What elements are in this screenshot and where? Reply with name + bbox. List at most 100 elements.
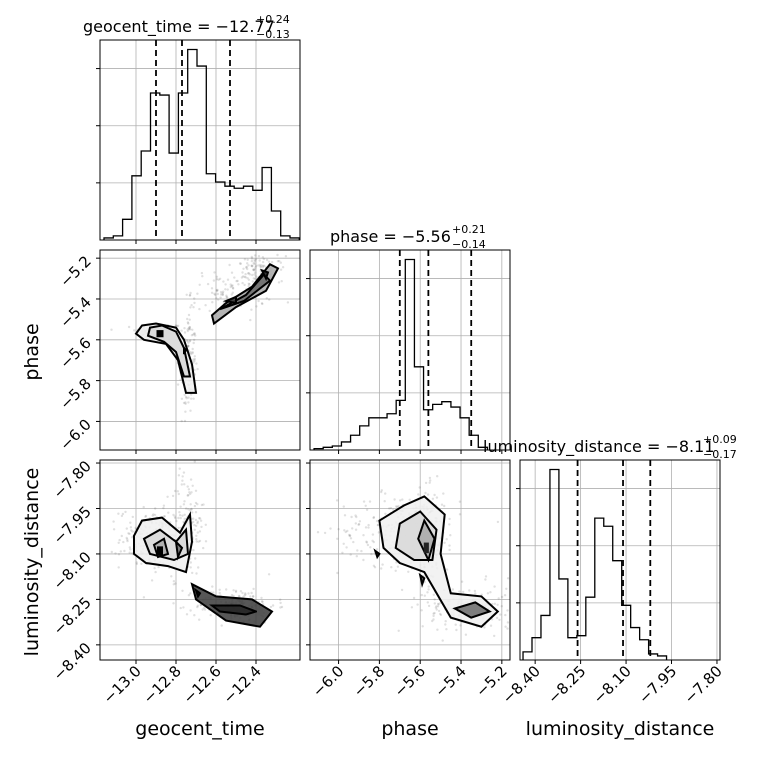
scatter-point-geocent-time-vs-phase-178 <box>184 402 187 405</box>
scatter-point-geocent-time-vs-phase-328 <box>231 286 235 289</box>
scatter-point-geocent-time-vs-phase-254 <box>187 341 190 344</box>
scatter-point-geocent-time-vs-phase-385 <box>228 263 231 267</box>
scatter-point-geocent-time-vs-phase-296 <box>186 321 190 324</box>
scatter-point-geocent-time-vs-phase-171 <box>186 344 190 347</box>
scatter-point-geocent-time-vs-phase-451 <box>246 277 249 280</box>
scatter-point-geocent-time-vs-luminosity-distance-119 <box>144 514 148 518</box>
scatter-point-geocent-time-vs-phase-332 <box>188 294 192 297</box>
scatter-point-geocent-time-vs-phase-337 <box>224 283 227 286</box>
scatter-point-geocent-time-vs-luminosity-distance-487 <box>260 600 264 603</box>
scatter-point-geocent-time-vs-luminosity-distance-458 <box>251 595 255 598</box>
x-tick-label-phase-1: −5.8 <box>350 662 388 700</box>
scatter-point-phase-vs-luminosity-distance-154 <box>442 492 445 495</box>
scatter-point-geocent-time-vs-luminosity-distance-242 <box>198 517 201 520</box>
title-phase-sub: −0.14 <box>452 238 486 251</box>
scatter-point-phase-vs-luminosity-distance-201 <box>390 566 393 569</box>
scatter-point-phase-vs-luminosity-distance-121 <box>349 537 353 540</box>
scatter-point-geocent-time-vs-luminosity-distance-311 <box>181 479 184 482</box>
scatter-point-geocent-time-vs-luminosity-distance-161 <box>167 511 170 514</box>
scatter-point-geocent-time-vs-phase-351 <box>260 302 264 305</box>
scatter-point-geocent-time-vs-luminosity-distance-392 <box>202 606 206 609</box>
scatter-point-geocent-time-vs-phase-186 <box>180 397 184 400</box>
scatter-point-geocent-time-vs-luminosity-distance-360 <box>193 614 196 617</box>
scatter-point-geocent-time-vs-luminosity-distance-138 <box>131 515 134 519</box>
scatter-point-phase-vs-luminosity-distance-459 <box>484 575 488 578</box>
scatter-point-geocent-time-vs-phase-210 <box>187 327 190 330</box>
scatter-point-geocent-time-vs-luminosity-distance-291 <box>190 507 193 511</box>
histogram-panel-phase <box>306 249 511 454</box>
panel-titles: geocent_time = −12.77 +0.24 −0.13 phase … <box>83 13 737 461</box>
scatter-point-geocent-time-vs-luminosity-distance-420 <box>234 590 238 594</box>
scatter-point-phase-vs-luminosity-distance-191 <box>458 500 462 503</box>
scatter-point-phase-vs-luminosity-distance-340 <box>428 481 431 484</box>
scatter-point-geocent-time-vs-phase-222 <box>188 318 191 321</box>
scatter-point-geocent-time-vs-luminosity-distance-145 <box>120 514 124 518</box>
scatter-point-geocent-time-vs-luminosity-distance-288 <box>192 520 195 524</box>
scatter-point-phase-vs-luminosity-distance-416 <box>420 609 423 612</box>
scatter-point-phase-vs-luminosity-distance-47 <box>397 504 400 508</box>
scatter-point-geocent-time-vs-phase-372 <box>254 275 258 278</box>
scatter-point-geocent-time-vs-luminosity-distance-259 <box>198 530 202 533</box>
scatter-point-geocent-time-vs-phase-410 <box>230 284 233 288</box>
scatter-point-geocent-time-vs-luminosity-distance-382 <box>185 613 189 616</box>
scatter-point-geocent-time-vs-luminosity-distance-312 <box>177 474 181 477</box>
scatter-point-geocent-time-vs-phase-41 <box>176 324 180 327</box>
scatter-point-geocent-time-vs-phase-375 <box>219 290 223 294</box>
scatter-point-phase-vs-luminosity-distance-476 <box>426 601 429 604</box>
scatter-point-geocent-time-vs-luminosity-distance-308 <box>189 492 192 496</box>
scatter-point-geocent-time-vs-luminosity-distance-152 <box>128 551 131 554</box>
scatter-point-phase-vs-luminosity-distance-52 <box>366 543 370 547</box>
scatter-point-phase-vs-luminosity-distance-98 <box>381 563 384 566</box>
scatter-point-geocent-time-vs-phase-211 <box>186 344 190 348</box>
scatter-point-phase-vs-luminosity-distance-516 <box>493 585 496 588</box>
scatter-point-geocent-time-vs-phase-458 <box>270 260 274 264</box>
scatter-point-geocent-time-vs-luminosity-distance-384 <box>279 601 282 605</box>
scatter-point-geocent-time-vs-luminosity-distance-275 <box>187 508 190 511</box>
scatter-point-geocent-time-vs-phase-304 <box>183 419 187 423</box>
y-tick-label-luminosity-distance-0: −8.40 <box>50 639 95 684</box>
scatter-point-geocent-time-vs-phase-308 <box>191 347 194 351</box>
scatter-point-geocent-time-vs-phase-374 <box>193 297 196 300</box>
scatter-point-geocent-time-vs-phase-467 <box>251 273 254 277</box>
scatter-point-geocent-time-vs-luminosity-distance-0 <box>150 579 154 582</box>
scatter-point-geocent-time-vs-phase-441 <box>284 255 288 258</box>
scatter-point-geocent-time-vs-luminosity-distance-452 <box>280 605 284 609</box>
scatter-point-geocent-time-vs-phase-269 <box>193 338 196 342</box>
contour-level-phase-vs-luminosity-distance-3 <box>452 601 492 619</box>
scatter-point-phase-vs-luminosity-distance-458 <box>437 602 440 606</box>
scatter-point-phase-vs-luminosity-distance-400 <box>506 609 509 612</box>
scatter-point-geocent-time-vs-phase-322 <box>222 290 225 293</box>
scatter-point-geocent-time-vs-phase-429 <box>261 256 265 259</box>
scatter-point-geocent-time-vs-luminosity-distance-93 <box>135 561 138 564</box>
scatter-point-geocent-time-vs-phase-442 <box>280 280 283 283</box>
scatter-point-geocent-time-vs-luminosity-distance-414 <box>242 595 245 598</box>
scatter-point-phase-vs-luminosity-distance-334 <box>443 541 446 544</box>
scatter-point-geocent-time-vs-phase-362 <box>198 307 201 311</box>
scatter-point-geocent-time-vs-phase-208 <box>192 341 195 345</box>
scatter-point-geocent-time-vs-phase-453 <box>243 258 247 261</box>
scatter-point-geocent-time-vs-luminosity-distance-315 <box>196 503 199 506</box>
scatter-point-phase-vs-luminosity-distance-141 <box>337 528 340 531</box>
scatter-point-geocent-time-vs-luminosity-distance-96 <box>151 514 154 517</box>
scatter-point-phase-vs-luminosity-distance-200 <box>393 498 396 501</box>
scatter-point-geocent-time-vs-phase-417 <box>224 288 227 291</box>
scatter-point-phase-vs-luminosity-distance-153 <box>377 531 381 534</box>
scatter-point-geocent-time-vs-phase-179 <box>192 397 195 400</box>
scatter-point-phase-vs-luminosity-distance-341 <box>435 496 439 499</box>
x-tick-label-luminosity-distance-2: −8.10 <box>590 662 635 707</box>
scatter-point-geocent-time-vs-luminosity-distance-43 <box>134 526 137 530</box>
scatter-point-phase-vs-luminosity-distance-438 <box>499 613 502 616</box>
scatter-point-geocent-time-vs-phase-400 <box>206 282 210 286</box>
scatter-point-geocent-time-vs-luminosity-distance-357 <box>279 598 282 601</box>
scatter-point-geocent-time-vs-luminosity-distance-163 <box>183 513 186 516</box>
scatter-point-geocent-time-vs-phase-164 <box>184 395 188 399</box>
scatter-point-phase-vs-luminosity-distance-146 <box>362 534 365 537</box>
scatter-point-geocent-time-vs-luminosity-distance-444 <box>279 606 282 609</box>
scatter-point-geocent-time-vs-phase-344 <box>198 283 201 286</box>
scatter-point-geocent-time-vs-phase-241 <box>193 359 196 363</box>
scatter-point-phase-vs-luminosity-distance-286 <box>418 486 421 489</box>
scatter-point-phase-vs-luminosity-distance-84 <box>395 505 398 508</box>
scatter-point-geocent-time-vs-luminosity-distance-83 <box>128 532 131 536</box>
y-tick-label-phase-0: −6.0 <box>56 416 94 454</box>
